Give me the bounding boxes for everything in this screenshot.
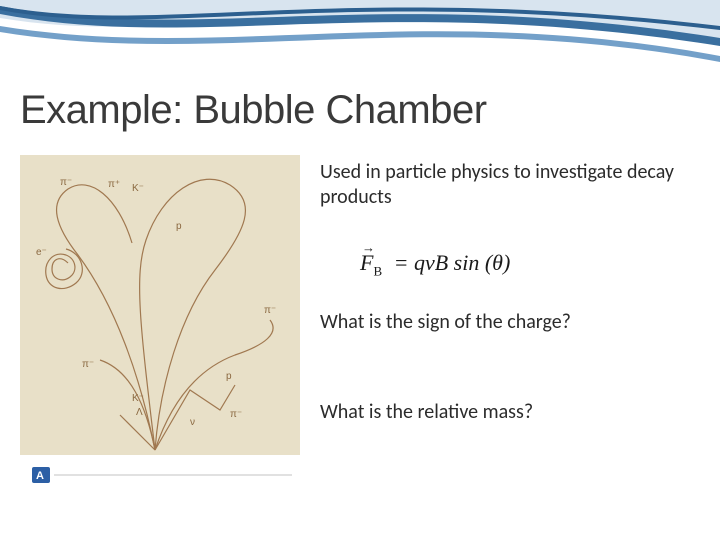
svg-text:p: p xyxy=(226,371,232,382)
question-mass: What is the relative mass? xyxy=(320,400,700,425)
question-charge: What is the sign of the charge? xyxy=(320,310,680,335)
svg-text:π⁻: π⁻ xyxy=(264,305,276,316)
svg-text:K⁻: K⁻ xyxy=(132,183,144,194)
svg-text:π⁻: π⁻ xyxy=(60,177,72,188)
svg-text:p: p xyxy=(176,221,182,232)
intro-text: Used in particle physics to investigate … xyxy=(320,160,680,210)
svg-text:π⁺: π⁺ xyxy=(108,179,120,190)
force-formula: →FB = qvB sin (θ) xyxy=(360,250,510,279)
bubble-chamber-figure: π⁻ π⁺ K⁻ e⁻ p π⁻ π⁻ K⁻ Λ ν p π⁻ A xyxy=(20,155,300,495)
figure-badge: A xyxy=(36,470,44,482)
header-swoosh xyxy=(0,0,720,90)
svg-text:K⁻: K⁻ xyxy=(132,393,144,404)
svg-text:π⁻: π⁻ xyxy=(230,409,242,420)
svg-text:Λ: Λ xyxy=(136,407,143,418)
page-title: Example: Bubble Chamber xyxy=(20,88,487,133)
svg-text:π⁻: π⁻ xyxy=(82,359,94,370)
svg-text:e⁻: e⁻ xyxy=(36,247,47,258)
svg-text:ν: ν xyxy=(190,417,195,428)
